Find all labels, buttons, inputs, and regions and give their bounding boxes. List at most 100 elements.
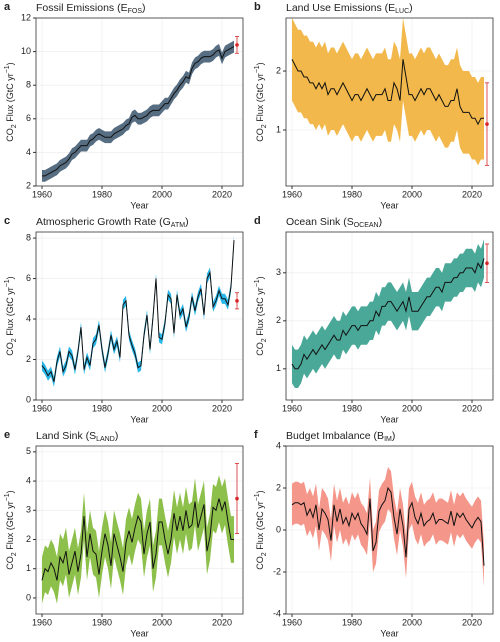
panel-label: e: [4, 429, 10, 441]
y-tick-label: 8: [26, 80, 31, 90]
text-part: −1: [254, 493, 261, 501]
text-part: ): [409, 2, 413, 14]
text-part: CO: [255, 556, 265, 570]
y-tick-label: 2: [276, 482, 281, 492]
plot-frame: [285, 231, 494, 401]
line: [291, 486, 485, 566]
text-part: LAND: [96, 436, 115, 443]
y-tick-label: 10: [21, 46, 31, 56]
x-tick-label: 2020: [462, 617, 482, 627]
text-part: ): [185, 216, 189, 228]
text-part: Budget Imbalance (B: [286, 430, 384, 442]
uncertainty-band: [292, 18, 484, 166]
y-tick-label: 12: [21, 12, 31, 22]
x-tick-label: 2000: [152, 617, 172, 627]
x-tick-label: 1960: [282, 403, 302, 413]
text-part: CO: [255, 128, 265, 142]
x-tick-label: 1960: [32, 403, 52, 413]
y-tick-label: 1: [276, 363, 281, 373]
text-part: ): [392, 430, 396, 442]
text-part: 2: [261, 552, 268, 556]
text-part: −1: [254, 65, 261, 73]
text-part: −1: [4, 493, 11, 501]
text-part: CO: [5, 128, 15, 142]
estimate-point: [235, 496, 239, 501]
plot-frame: [35, 231, 244, 401]
x-axis-label: Year: [380, 200, 398, 210]
x-tick-label: 1980: [342, 617, 362, 627]
x-tick-label: 2000: [402, 189, 422, 199]
x-tick-label: 2020: [462, 403, 482, 413]
plot-frame: [35, 17, 244, 187]
y-axis-label: CO2 Flux (GtC yr−1): [254, 276, 268, 355]
y-tick-label: 1: [276, 124, 281, 134]
text-part: CO: [5, 556, 15, 570]
y-tick-label: 4: [276, 440, 281, 450]
text-part: CO: [5, 342, 15, 356]
x-tick-label: 2000: [152, 403, 172, 413]
text-part: 2: [261, 124, 268, 128]
y-tick-label: -2: [273, 566, 281, 576]
line: [41, 498, 234, 581]
x-axis-label: Year: [130, 414, 148, 424]
text-part: 2: [11, 338, 18, 342]
x-tick-label: 1960: [282, 189, 302, 199]
text-part: ): [255, 276, 265, 279]
series-group: [42, 40, 235, 182]
text-part: Ocean Sink (S: [286, 216, 354, 228]
text-part: Fossil Emissions (E: [36, 2, 128, 14]
plot-area: [36, 232, 243, 400]
x-tick-label: 2020: [212, 189, 232, 199]
text-part: FOS: [128, 8, 143, 15]
chart-title: Atmospheric Growth Rate (GATM): [36, 216, 189, 230]
x-axis-label: Year: [130, 200, 148, 210]
y-tick-label: 4: [26, 313, 31, 323]
x-tick-label: 2020: [212, 617, 232, 627]
y-tick-label: 5: [26, 446, 31, 456]
uncertainty-band: [42, 40, 234, 182]
x-axis-label: Year: [130, 628, 148, 638]
line: [41, 240, 235, 382]
text-part: ): [5, 276, 15, 279]
chart-title: Budget Imbalance (BIM): [286, 430, 395, 444]
y-tick-label: 0: [276, 524, 281, 534]
y-tick-label: 4: [26, 475, 31, 485]
chart-title: Land Sink (SLAND): [36, 430, 118, 444]
x-axis-label: Year: [380, 628, 398, 638]
text-part: ): [115, 430, 119, 442]
y-tick-label: 2: [26, 534, 31, 544]
x-tick-label: 1980: [92, 617, 112, 627]
panel-label: d: [254, 215, 261, 227]
x-tick-label: 1980: [92, 403, 112, 413]
estimate-point: [485, 261, 489, 266]
y-tick-label: 8: [26, 232, 31, 242]
y-tick-label: 3: [26, 505, 31, 515]
text-part: ): [142, 2, 146, 14]
x-tick-label: 1960: [282, 617, 302, 627]
uncertainty-band: [42, 475, 234, 604]
y-tick-label: -4: [273, 608, 281, 618]
y-tick-label: 3: [276, 267, 281, 277]
series-group: [291, 239, 485, 388]
text-part: −1: [4, 279, 11, 287]
x-tick-label: 2020: [462, 189, 482, 199]
estimate-point: [235, 43, 239, 47]
text-part: Land Sink (S: [36, 430, 96, 442]
y-tick-label: 0: [26, 394, 31, 404]
chart-title: Ocean Sink (SOCEAN): [286, 216, 382, 230]
text-part: Atmospheric Growth Rate (G: [36, 216, 171, 228]
y-axis-label: CO2 Flux (GtC yr−1): [4, 62, 18, 141]
plot-frame: [285, 17, 494, 187]
x-tick-label: 2020: [212, 403, 232, 413]
y-axis-label: CO2 Flux (GtC yr−1): [254, 490, 268, 569]
text-part: −1: [4, 65, 11, 73]
text-part: IM: [384, 436, 392, 443]
panel-label: b: [254, 1, 261, 13]
y-tick-label: 2: [26, 180, 31, 190]
y-tick-label: 6: [26, 113, 31, 123]
panel-label: c: [4, 215, 10, 227]
text-part: LUC: [395, 8, 409, 15]
text-part: Flux (GtC yr: [255, 287, 265, 338]
text-part: ATM: [171, 222, 185, 229]
